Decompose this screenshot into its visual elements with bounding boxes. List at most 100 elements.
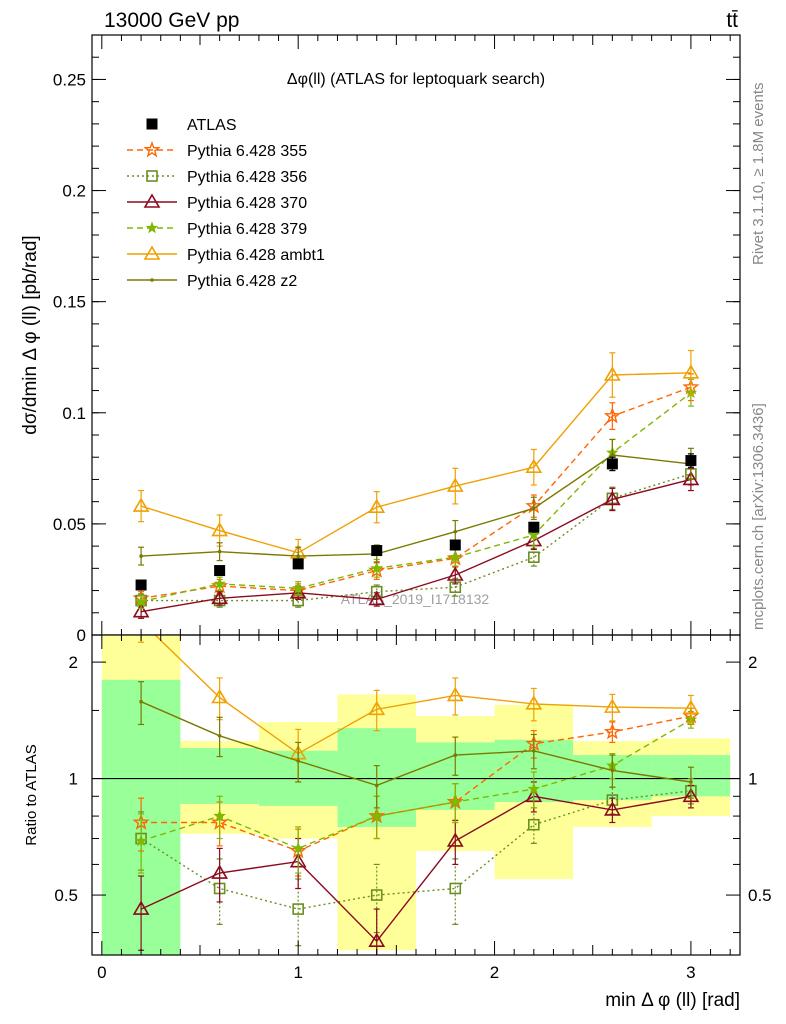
legend-label: Pythia 6.428 355 [187, 143, 307, 160]
legend-marker [143, 193, 161, 208]
main-point [368, 590, 386, 606]
ratio-point [453, 753, 458, 757]
main-point [682, 470, 700, 486]
legend-item: Pythia 6.428 355 [127, 140, 307, 160]
ratio-point [292, 903, 304, 915]
ratio-point [374, 783, 379, 788]
legend-marker [143, 245, 161, 260]
ratio-point [368, 932, 386, 947]
ratio-series-line [140, 701, 692, 787]
main-data-point [292, 558, 304, 570]
main-data-point [685, 455, 697, 467]
ratio-y-tick-label-right: 0.5 [748, 886, 772, 905]
ratio-series-line [154, 635, 691, 755]
main-point [289, 584, 307, 599]
main-point [603, 490, 621, 506]
y-tick-label: 0.25 [53, 70, 86, 89]
main-point [448, 550, 462, 563]
ratio-point [689, 780, 693, 784]
ratio-point [525, 695, 543, 710]
main-point [525, 458, 543, 474]
ratio-point [368, 700, 386, 716]
main-point [211, 521, 229, 537]
ratio-point [682, 699, 700, 715]
ratio-point [603, 722, 621, 740]
ratio-point [448, 795, 462, 808]
legend-marker [146, 170, 158, 182]
ratio-series-line [140, 719, 692, 850]
main-series-line [140, 372, 691, 554]
ratio-point [446, 832, 464, 847]
legend-label: Pythia 6.428 379 [187, 221, 307, 238]
main-point [603, 407, 621, 424]
legend-marker [143, 140, 161, 158]
ratio-point [296, 759, 300, 763]
ratio-point [610, 768, 615, 773]
x-tick-label: 2 [490, 963, 499, 982]
y-axis-label: dσ/dmin Δ φ (ll) [pb/rad] [20, 235, 41, 434]
main-point [139, 554, 143, 558]
ratio-y-tick-label: 0.5 [54, 886, 78, 905]
main-point [370, 561, 384, 574]
ratio-point [370, 809, 384, 822]
ratio-y-tick-label-right: 2 [748, 653, 757, 672]
main-data-point [214, 565, 226, 577]
main-series-line [140, 392, 692, 603]
main-point [134, 595, 148, 608]
rivet-label: Rivet 3.1.10, ≥ 1.8M events [750, 83, 767, 266]
main-series-4 [132, 349, 700, 567]
main-data-series-0 [135, 453, 697, 591]
legend-label: Pythia 6.428 ambt1 [187, 247, 325, 264]
main-point [446, 566, 464, 581]
ratio-y-tick-label: 1 [69, 770, 78, 789]
legend-label: Pythia 6.428 z2 [187, 273, 297, 290]
main-point [682, 364, 700, 379]
main-point [132, 497, 150, 512]
legend-label: Pythia 6.428 356 [187, 169, 307, 186]
ratio-point [603, 801, 621, 816]
ratio-frame [91, 634, 741, 956]
x-axis-label: min Δ φ (ll) [rad] [605, 990, 740, 1011]
ratio-point [139, 699, 143, 704]
y-tick-label: 0.05 [53, 515, 86, 534]
main-point [527, 528, 541, 541]
ratio-point [370, 889, 383, 901]
ratio-point [528, 818, 540, 831]
legend-marker [146, 118, 158, 130]
x-tick-label: 0 [97, 963, 106, 982]
main-point [291, 581, 305, 594]
main-series-line [141, 454, 691, 557]
legend-label: ATLAS [187, 117, 237, 134]
main-data-point [528, 521, 540, 533]
watermark: ATLAS_2019_I1718132 [341, 591, 490, 607]
legend-marker [145, 221, 159, 234]
legend-label: Pythia 6.428 370 [187, 195, 307, 212]
main-point [213, 577, 226, 590]
legend-item: Pythia 6.428 ambt1 [127, 245, 325, 264]
legend: ATLAS Pythia 6.428 355 Pythia 6.428 356 Pyt… [127, 117, 325, 290]
ratio-series-line [140, 795, 692, 943]
ratio-series-5 [138, 681, 694, 809]
legend-marker [150, 278, 154, 282]
ratio-point [449, 882, 462, 895]
y-tick-label: 0.2 [62, 182, 86, 201]
main-title: Δφ(ll) (ATLAS for leptoquark search) [287, 71, 545, 88]
ratio-point [446, 686, 464, 702]
main-point [368, 498, 386, 514]
ratio-panel: 0.5 0.5 1 1 2 2 0 1 2 3 Ratio to ATLAS min Δ φ (l… [23, 634, 772, 1011]
main-data-point [135, 579, 147, 591]
main-point [528, 551, 540, 564]
main-point [211, 589, 229, 605]
main-data-point [371, 545, 383, 557]
ratio-point [682, 787, 700, 803]
main-point [446, 477, 464, 492]
x-tick-label: 1 [293, 963, 302, 982]
main-series-2 [132, 467, 700, 619]
ratio-series-line [140, 790, 691, 910]
mcplots-label: mcplots.cern.ch [arXiv:1306.3436] [750, 403, 767, 630]
ratio-point [291, 841, 305, 854]
y-tick-label: 0.1 [62, 404, 86, 423]
ratio-point [213, 809, 226, 822]
main-panel: ATLAS_2019_I1718132 00.050.10.150.20.25 … [20, 34, 741, 645]
